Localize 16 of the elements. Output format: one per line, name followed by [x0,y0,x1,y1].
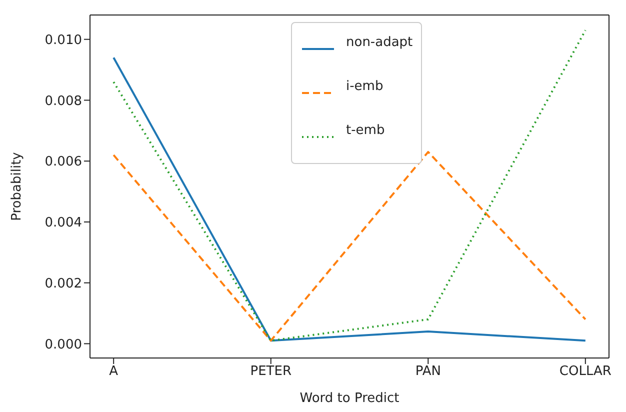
legend-label: t-emb [346,122,385,138]
y-axis-title: Probability [10,152,25,221]
x-tick-label: A [109,364,118,380]
x-tick-label: PAN [415,364,441,380]
line-series [112,150,586,342]
y-tick-label: 0.004 [44,216,82,231]
y-tick-label: 0.002 [44,276,82,292]
y-tick-label: 0.000 [44,337,82,352]
x-tick-label: COLLAR [559,364,612,380]
legend-label: i-emb [346,78,384,94]
x-axis-title: Word to Predict [300,391,400,406]
x-tick-label: PETER [250,364,292,380]
y-tick-label: 0.006 [44,154,82,170]
y-tick-label: 0.010 [44,32,82,48]
legend-label: non-adapt [346,34,413,50]
y-tick-label: 0.008 [44,94,82,109]
